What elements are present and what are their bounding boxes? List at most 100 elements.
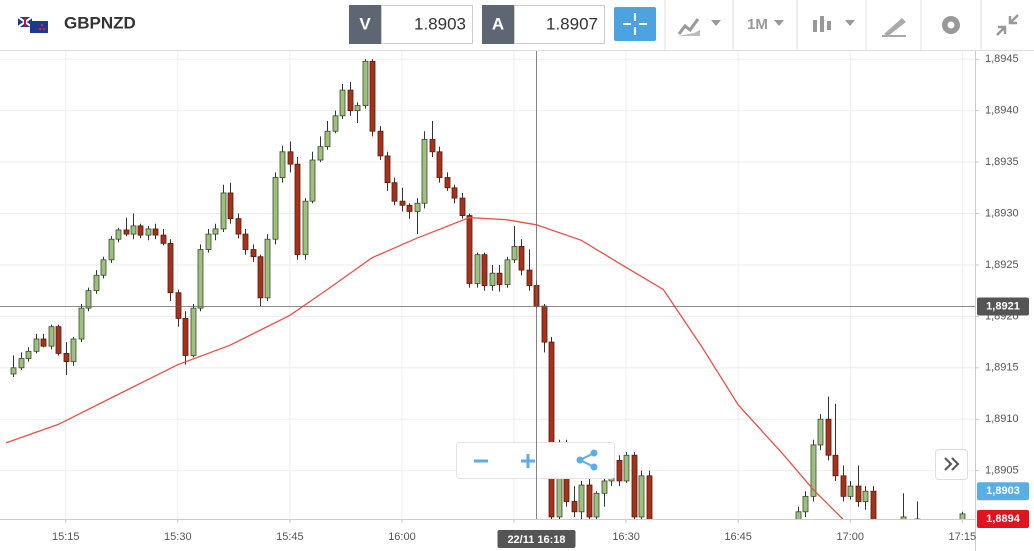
candle-body (817, 418, 824, 446)
x-tick-label: 16:00 (388, 531, 416, 543)
candle-body (466, 215, 473, 284)
candle-body (451, 187, 458, 199)
zoom-controls (456, 442, 615, 479)
candle-body (444, 177, 451, 189)
y-tick-label: 1,8915 (985, 362, 1019, 374)
candle-body (167, 242, 174, 294)
candle-body (85, 290, 92, 309)
y-tick-label: 1,8930 (985, 207, 1019, 219)
candle-body (130, 225, 137, 235)
candle-body (481, 254, 488, 286)
candle-body (586, 484, 593, 518)
candle-body (33, 338, 40, 352)
x-tick-label: 15:15 (52, 531, 80, 543)
candle-body (847, 485, 854, 497)
candle-body (578, 484, 585, 513)
candle-body (414, 202, 421, 212)
candle-body (250, 249, 257, 258)
candle-body (548, 341, 555, 518)
candle-body (429, 139, 436, 153)
timeframe[interactable]: 1M (747, 16, 768, 33)
candle-body (369, 60, 376, 132)
candle-body (406, 204, 413, 212)
buy-button[interactable] (482, 5, 514, 44)
candle-body (571, 501, 578, 513)
candle-body (377, 130, 384, 157)
last-marker-label: 1,8894 (986, 513, 1021, 525)
candle-body (152, 228, 159, 236)
last-marker-box (977, 510, 1029, 528)
candle-body (832, 454, 839, 477)
crosshair-price-box (977, 297, 1029, 316)
sell-button[interactable] (349, 5, 381, 44)
candle-style-button[interactable] (813, 16, 855, 32)
candle-body (235, 218, 242, 235)
symbol[interactable]: GBPNZD (64, 13, 136, 32)
candle-body (526, 269, 533, 286)
share-button[interactable] (576, 449, 598, 471)
candle-body (40, 338, 47, 347)
draw-button[interactable] (882, 18, 906, 37)
x-tick-label: 15:45 (276, 531, 304, 543)
candle-body (504, 259, 511, 285)
settings-button[interactable] (942, 16, 960, 34)
y-tick-label: 1,8905 (985, 465, 1019, 477)
candle-body (339, 89, 346, 117)
candle-body (638, 475, 645, 518)
candle-body (70, 338, 77, 363)
crosshair-button[interactable] (614, 7, 656, 41)
candle-body (93, 274, 100, 292)
candle-body (855, 485, 862, 502)
candle-body (272, 177, 279, 240)
sell-label: V (359, 14, 371, 33)
grid (0, 51, 975, 519)
candle-body (175, 292, 182, 319)
candle-body (870, 490, 877, 519)
sell-price: 1.8903 (414, 14, 466, 33)
candle-body (48, 326, 55, 347)
candle-body (347, 89, 354, 112)
candle-body (362, 60, 369, 106)
x-tick-label: 16:30 (612, 531, 640, 543)
candle-body (825, 418, 832, 456)
candle-body (137, 225, 144, 236)
candle-body (63, 352, 70, 363)
candle-body (279, 151, 286, 178)
candle-body (212, 228, 219, 235)
buy-price-box[interactable] (514, 5, 605, 44)
candle-body (840, 475, 847, 497)
candle-body (324, 130, 331, 148)
zoom-in[interactable] (521, 454, 535, 468)
candle-body (197, 249, 204, 309)
candle-body (518, 246, 525, 271)
candle-body (496, 272, 503, 285)
candle-body (182, 318, 189, 356)
toolbar: GBPNZD V 1.8903 A 1.8907 1M (0, 0, 1034, 51)
candle-body (959, 513, 966, 519)
y-tick-label: 1,8945 (985, 53, 1019, 65)
candle-body (115, 229, 122, 240)
candle-body (294, 163, 301, 256)
chart-type-button[interactable] (677, 18, 721, 36)
separators (664, 0, 982, 50)
candle-body (78, 307, 85, 340)
candle-body (190, 307, 197, 356)
candle-body (474, 254, 481, 284)
candle-body (810, 444, 817, 497)
sell-price-box[interactable] (381, 5, 473, 44)
x-tick-label: 16:45 (724, 531, 752, 543)
fullscreen-button[interactable] (996, 14, 1019, 36)
scroll-right-button[interactable] (935, 449, 968, 480)
candle-body (601, 480, 608, 494)
candle-body (593, 492, 600, 518)
candle-body (802, 495, 809, 513)
candle-body (436, 151, 443, 178)
buy-price: 1.8907 (546, 14, 598, 33)
candle-body (264, 238, 271, 299)
buy-label: A (492, 14, 504, 33)
candle-body (18, 358, 25, 369)
candle-body (399, 200, 406, 206)
flag (17, 16, 48, 33)
y-tick-label: 1,8940 (985, 105, 1019, 117)
candle-body (795, 511, 802, 519)
